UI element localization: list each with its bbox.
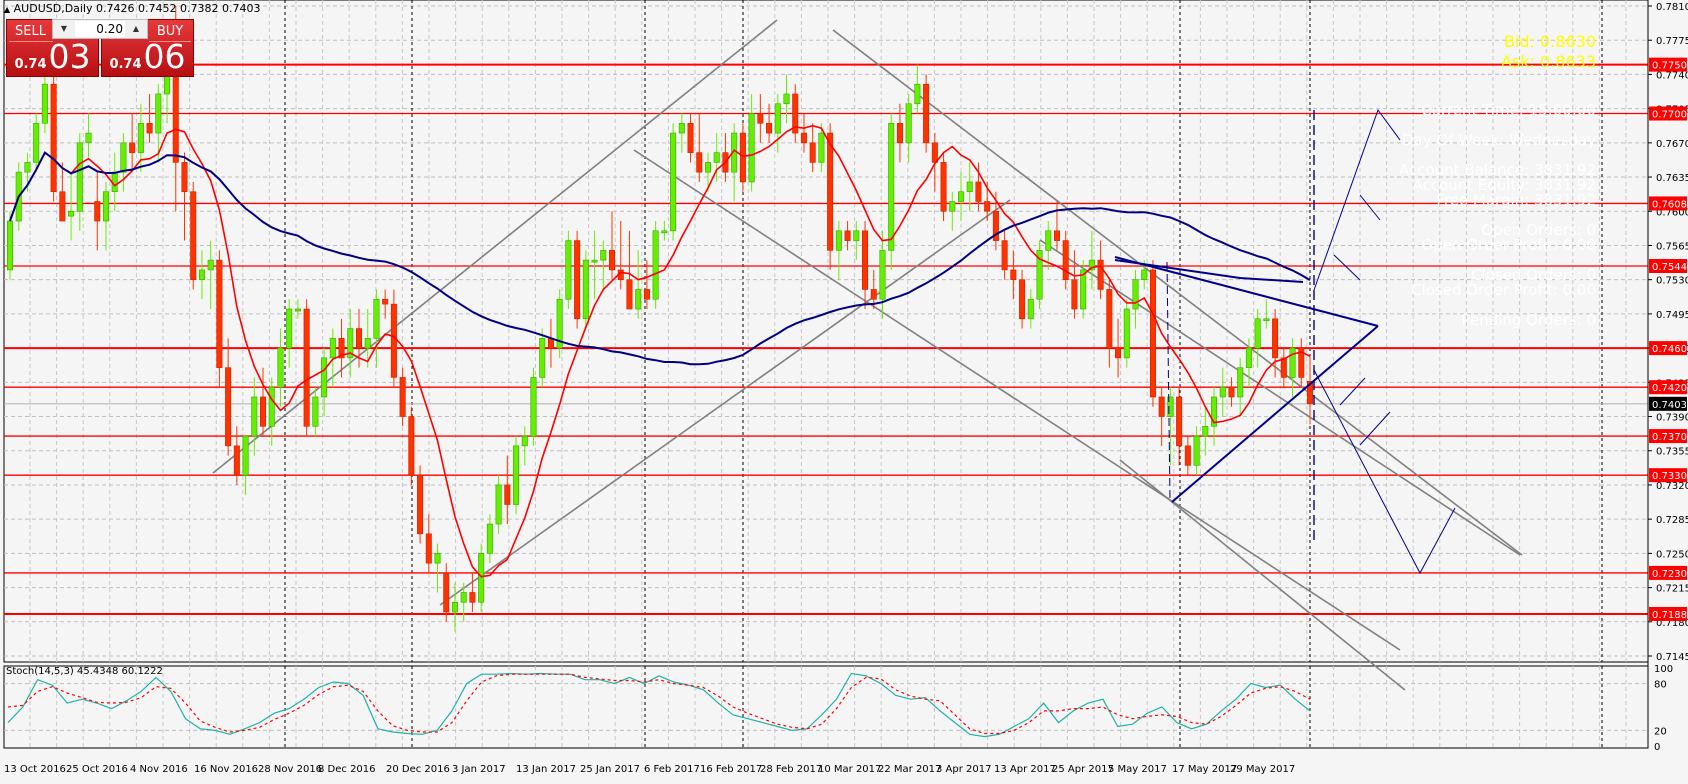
svg-text:13 Oct 2016: 13 Oct 2016 — [4, 764, 66, 775]
svg-text:25 Jan 2017: 25 Jan 2017 — [580, 764, 640, 775]
price-axis-label: 0.7600 — [1656, 207, 1688, 218]
svg-text:0.7544: 0.7544 — [1652, 262, 1687, 273]
svg-text:0.7370: 0.7370 — [1652, 432, 1687, 443]
day-of-week-text: Day Of Week: Wednesday — [1401, 131, 1596, 149]
buy-label: BUY — [149, 22, 191, 42]
svg-text:8 Dec 2016: 8 Dec 2016 — [318, 764, 376, 775]
svg-text:25 Oct 2016: 25 Oct 2016 — [66, 764, 128, 775]
svg-text:13 Jan 2017: 13 Jan 2017 — [516, 764, 576, 775]
svg-text:13 Apr 2017: 13 Apr 2017 — [994, 764, 1056, 775]
open-order-profit-text: Open Order Profit: 0.00 — [1421, 236, 1596, 254]
price-axis-label: 0.7390 — [1656, 413, 1688, 424]
svg-text:4 Nov 2016: 4 Nov 2016 — [130, 764, 188, 775]
one-click-trading-panel: SELL 0.7403 ▼ ▲ BUY 0.7406 — [6, 19, 194, 77]
price-axis-label: 0.7740 — [1656, 70, 1688, 81]
svg-text:0.7420: 0.7420 — [1652, 383, 1687, 394]
ohlc-values: 0.7426 0.7452 0.7382 0.7403 — [96, 2, 261, 15]
svg-text:16 Nov 2016: 16 Nov 2016 — [194, 764, 258, 775]
svg-text:25 Apr 2017: 25 Apr 2017 — [1052, 764, 1114, 775]
price-axis-label: 0.7320 — [1656, 481, 1688, 492]
price-axis-label: 0.7775 — [1656, 36, 1688, 47]
svg-text:0.7700: 0.7700 — [1652, 110, 1687, 121]
lot-size-input[interactable] — [75, 21, 125, 37]
account-equity-text: Account Equity: 3831.92 — [1412, 176, 1596, 194]
lot-decrease-icon[interactable]: ▼ — [60, 24, 68, 33]
open-orders-text: Open Orders: 0 — [1481, 221, 1596, 239]
sell-label: SELL — [9, 22, 53, 42]
price-axis-label: 0.7215 — [1656, 584, 1688, 595]
svg-text:0.7330: 0.7330 — [1652, 471, 1687, 482]
price-axis-label: 0.7565 — [1656, 241, 1688, 252]
sell-price: 0.7403 — [14, 37, 91, 76]
svg-text:20: 20 — [1654, 726, 1667, 737]
svg-text:80: 80 — [1654, 680, 1667, 691]
svg-text:100: 100 — [1654, 664, 1673, 675]
svg-text:0.7403: 0.7403 — [1652, 400, 1687, 411]
price-axis-label: 0.7355 — [1656, 447, 1688, 458]
svg-text:0.7188: 0.7188 — [1652, 610, 1687, 621]
price-axis-label: 0.7495 — [1656, 310, 1688, 321]
svg-text:5 May 2017: 5 May 2017 — [1108, 764, 1167, 775]
svg-text:0.7460: 0.7460 — [1652, 344, 1687, 355]
price-axis-label: 0.7285 — [1656, 515, 1688, 526]
free-margin-text: Free Margin: 3831.92 — [1436, 191, 1596, 209]
svg-text:3 Apr 2017: 3 Apr 2017 — [936, 764, 991, 775]
buy-price: 0.7406 — [109, 37, 186, 76]
svg-text:28 Nov 2016: 28 Nov 2016 — [258, 764, 322, 775]
price-axis-label: 0.7250 — [1656, 549, 1688, 560]
price-axis-label: 0.7145 — [1656, 652, 1688, 663]
lot-size-stepper: ▼ ▲ — [52, 19, 148, 39]
price-axis-label: 0.7180 — [1656, 618, 1688, 629]
account-balance-text: Account Balance: 3831.92 — [1398, 161, 1596, 179]
svg-text:10 Mar 2017: 10 Mar 2017 — [818, 764, 881, 775]
svg-text:0.7230: 0.7230 — [1652, 569, 1687, 580]
svg-text:0: 0 — [1654, 742, 1660, 753]
bid-text: Bid: 0.8630 — [1503, 32, 1596, 51]
pending-orders-text: Pending Orders: 0 — [1461, 311, 1596, 329]
svg-text:6 Feb 2017: 6 Feb 2017 — [644, 764, 700, 775]
price-axis-label: 0.7530 — [1656, 276, 1688, 287]
svg-text:20 Dec 2016: 20 Dec 2016 — [386, 764, 450, 775]
price-axis-label: 0.7670 — [1656, 139, 1688, 150]
svg-text:3 Jan 2017: 3 Jan 2017 — [452, 764, 506, 775]
svg-text:0.7750: 0.7750 — [1652, 61, 1687, 72]
svg-text:0.7608: 0.7608 — [1652, 199, 1687, 210]
svg-text:16 Feb 2017: 16 Feb 2017 — [700, 764, 762, 775]
collapse-icon[interactable]: ▲ — [4, 5, 11, 14]
chart-title: ▲ AUDUSD,Daily 0.7426 0.7452 0.7382 0.74… — [4, 2, 261, 15]
current-time-text: Current Time: 15:00:00 — [1420, 101, 1596, 119]
closed-order-profit-text: Closed Order Profit: 0.00 — [1411, 281, 1596, 299]
closed-orders-text: Closed Orders: 0 — [1471, 266, 1596, 284]
stoch-label: Stoch(14,5,3) 45.4348 60.1222 — [6, 666, 163, 677]
svg-text:17 May 2017: 17 May 2017 — [1172, 764, 1237, 775]
symbol-title: AUDUSD,Daily — [13, 2, 93, 15]
price-axis-label: 0.7810 — [1656, 2, 1688, 13]
price-axis-label: 0.7635 — [1656, 173, 1688, 184]
ask-text: Ask: 0.8633 — [1500, 52, 1596, 71]
svg-text:29 May 2017: 29 May 2017 — [1230, 764, 1295, 775]
lot-increase-icon[interactable]: ▲ — [132, 24, 140, 33]
svg-text:22 Mar 2017: 22 Mar 2017 — [878, 764, 941, 775]
svg-text:28 Feb 2017: 28 Feb 2017 — [760, 764, 822, 775]
